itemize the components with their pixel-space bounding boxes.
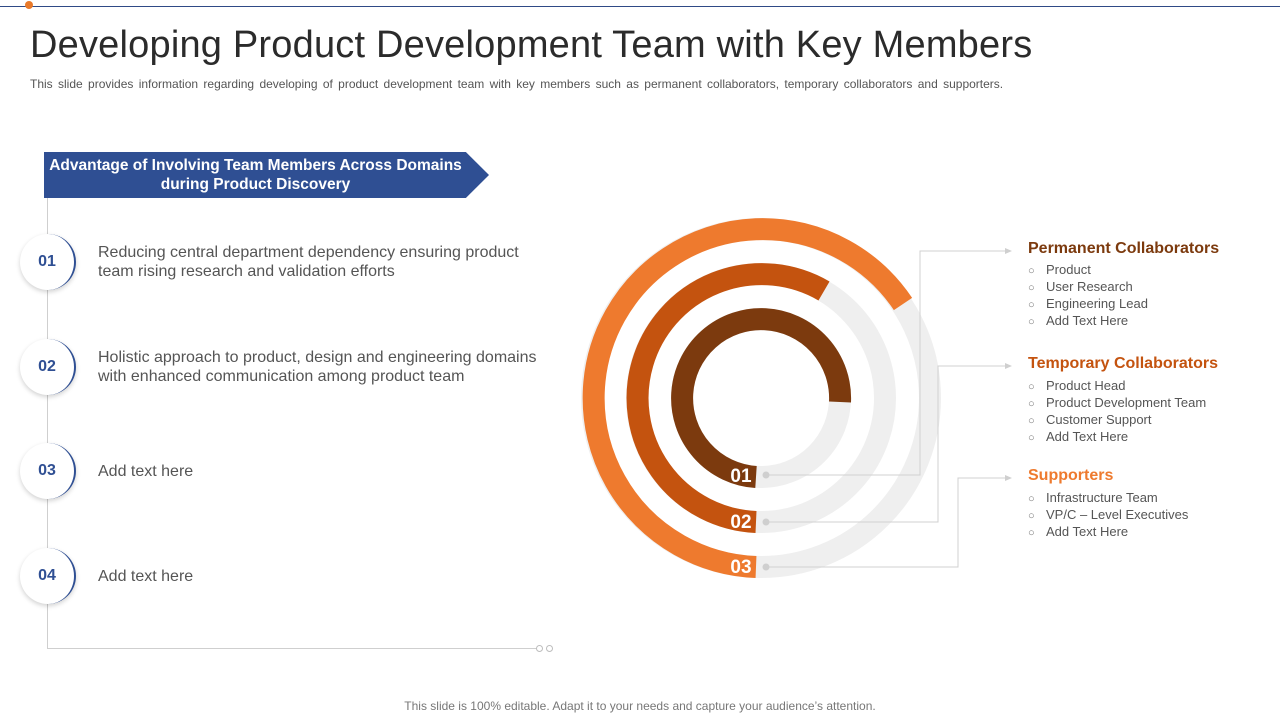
ring-track-inner <box>671 308 851 488</box>
list-item: ○ Product <box>1028 262 1091 277</box>
step-number-badge: 01 <box>20 234 76 290</box>
bullet-icon: ○ <box>1028 493 1035 505</box>
bullet-icon: ○ <box>1028 527 1035 539</box>
connector-temporary <box>766 365 1010 523</box>
ring-label-01: 01 <box>730 466 752 487</box>
footer-note: This slide is 100% editable. Adapt it to… <box>404 699 876 713</box>
connector-dot <box>762 471 770 479</box>
step-text: Add text here <box>98 568 194 585</box>
ring-arc-02 <box>626 263 830 533</box>
rail-end-dot <box>536 645 543 652</box>
bullet-icon: ○ <box>1028 510 1035 522</box>
timeline-rail-horizontal <box>47 648 537 649</box>
bullet-icon: ○ <box>1028 299 1035 311</box>
ring-track-middle <box>626 263 896 533</box>
step-number-badge: 04 <box>20 548 76 604</box>
ring-arc-03 <box>582 218 913 578</box>
list-item: ○ Add Text Here <box>1028 429 1129 444</box>
group-list-permanent: ○ Product ○ User Research ○ Engineering Lea… <box>1028 262 1148 330</box>
advantage-banner: Advantage of Involving Team Members Acro… <box>44 152 489 198</box>
ring-track-outer <box>581 218 941 578</box>
ring-label-02: 02 <box>730 512 751 533</box>
list-item: ○ Customer Support <box>1028 412 1152 427</box>
bullet-icon: ○ <box>1028 415 1035 427</box>
list-item: ○ VP/C – Level Executives <box>1028 507 1189 522</box>
group-title-supporters: Supporters <box>1028 467 1114 484</box>
step-number-badge: 02 <box>20 339 76 395</box>
list-item: ○ Product Head <box>1028 378 1126 393</box>
ring-arc-01 <box>671 308 852 488</box>
top-accent-dot <box>25 1 33 9</box>
arrowhead-icon <box>1005 248 1012 254</box>
bullet-icon: ○ <box>1028 316 1035 328</box>
arrowhead-icon <box>1005 475 1012 481</box>
list-item: ○ Product Development Team <box>1028 395 1207 410</box>
list-item: ○ Infrastructure Team <box>1028 490 1158 505</box>
connector-dot <box>762 563 770 571</box>
ring-label-03: 03 <box>730 557 751 578</box>
step-text: Add text here <box>98 463 194 480</box>
step-number-badge: 03 <box>20 443 76 499</box>
connector-supporters <box>766 477 1010 568</box>
page-title: Developing Product Development Team with… <box>30 24 1033 66</box>
top-rule <box>0 6 1280 7</box>
advantage-banner-text: Advantage of Involving Team Members Acro… <box>49 157 462 193</box>
arrowhead-icon <box>1005 363 1012 369</box>
bullet-icon: ○ <box>1028 381 1035 393</box>
list-item: ○ User Research <box>1028 279 1133 294</box>
list-item: ○ Engineering Lead <box>1028 296 1148 311</box>
page-subtitle: This slide provides information regardin… <box>30 77 1004 91</box>
step-text: Holistic approach to product, design and… <box>98 349 537 385</box>
bullet-icon: ○ <box>1028 282 1035 294</box>
connector-permanent <box>766 250 1010 476</box>
connector-dot <box>762 518 770 526</box>
bullet-icon: ○ <box>1028 432 1035 444</box>
list-item: ○ Add Text Here <box>1028 524 1129 539</box>
step-text: Reducing central department dependency e… <box>98 244 519 280</box>
list-item: ○ Add Text Here <box>1028 313 1129 328</box>
rail-end-dot <box>546 645 553 652</box>
timeline-rail-vertical <box>47 198 48 648</box>
group-title-temporary: Temporary Collaborators <box>1028 355 1218 372</box>
group-list-supporters: ○ Infrastructure Team ○ VP/C – Level Execu… <box>1028 490 1188 541</box>
group-list-temporary: ○ Product Head ○ Product Development Team … <box>1028 378 1206 446</box>
bullet-icon: ○ <box>1028 398 1035 410</box>
bullet-icon: ○ <box>1028 265 1035 277</box>
group-title-permanent: Permanent Collaborators <box>1028 240 1220 257</box>
